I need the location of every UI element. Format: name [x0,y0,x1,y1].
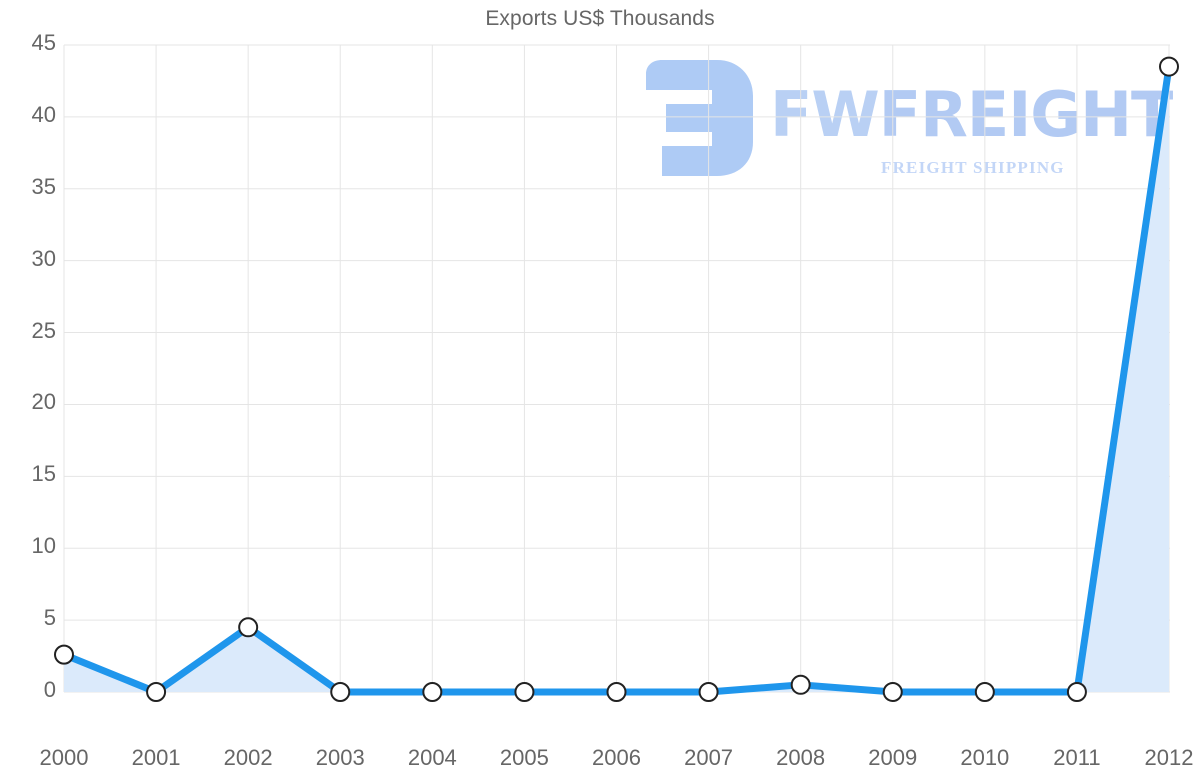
y-axis-tick-label: 40 [31,101,56,127]
x-axis-tick-label: 2001 [131,745,181,770]
x-axis-tick-label: 2006 [592,745,641,770]
chart-plot-svg [54,44,1179,702]
y-axis-tick-label: 20 [31,389,56,415]
y-axis-tick-label: 0 [43,677,56,702]
data-point-marker[interactable] [1159,56,1179,77]
y-axis-tick-label: 45 [31,30,56,55]
series-markers [54,56,1179,702]
y-axis-tick-label: 5 [43,605,56,631]
x-axis-tick-label: 2005 [499,745,549,770]
data-point-marker[interactable] [54,644,74,665]
x-axis-tick-label: 2000 [39,745,89,770]
x-axis-tick-label: 2007 [684,745,734,770]
data-point-marker[interactable] [974,682,995,702]
x-axis-tick-label: 2004 [407,745,457,770]
data-point-marker[interactable] [698,682,719,702]
data-point-marker[interactable] [790,674,811,695]
data-point-marker[interactable] [238,617,259,638]
x-axis-tick-label: 2012 [1144,745,1194,770]
y-axis-tick-label: 25 [31,317,56,343]
data-point-marker[interactable] [146,682,167,702]
y-axis-tick-label: 10 [31,533,56,559]
x-axis-tick-label: 2009 [868,745,918,770]
x-axis-tick-label: 2002 [223,745,273,770]
data-point-marker[interactable] [330,682,351,702]
x-axis-tick-label: 2008 [776,745,826,770]
chart-title: Exports US$ Thousands [485,7,715,30]
y-axis-tick-label: 15 [31,461,56,487]
data-point-marker[interactable] [606,682,627,702]
x-axis-tick-label: 2010 [960,745,1010,770]
x-axis-tick-label: 2011 [1053,745,1101,770]
data-point-marker[interactable] [882,682,903,702]
data-point-marker[interactable] [514,682,535,702]
x-axis-tick-label: 2003 [315,745,365,770]
y-axis-tick-label: 30 [31,245,56,271]
data-point-marker[interactable] [422,682,443,702]
plot-area: 0 5 10 15 20 25 30 35 40 45 2000 2001 2002 2003 2004 2… [32,30,1194,770]
gridlines [63,44,1170,693]
y-axis-tick-label: 35 [31,173,56,199]
data-point-marker[interactable] [1066,682,1087,702]
